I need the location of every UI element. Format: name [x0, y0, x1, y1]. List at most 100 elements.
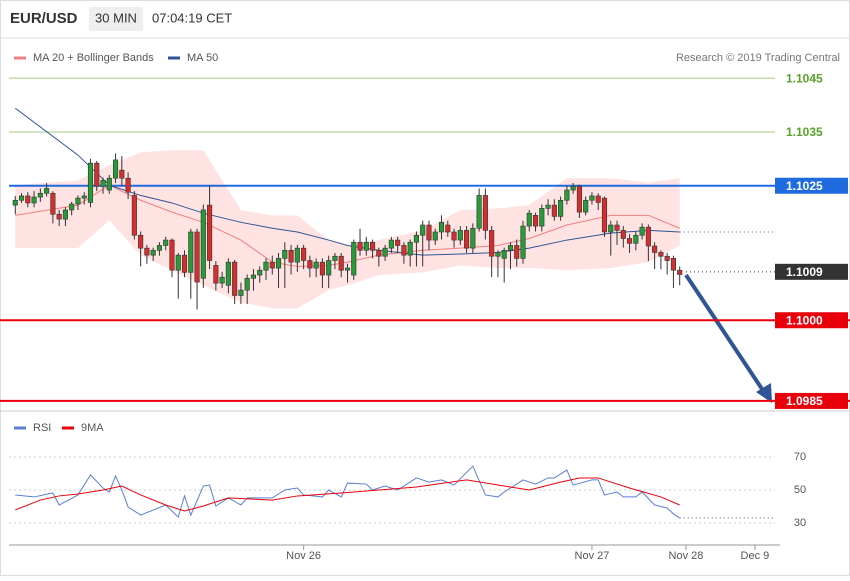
- candle-body: [608, 224, 614, 233]
- candle-body: [150, 249, 156, 256]
- candle-body: [420, 224, 426, 236]
- candle-body: [426, 224, 432, 241]
- candle-body: [200, 209, 206, 279]
- x-tick-label: Dec 9: [741, 550, 770, 562]
- candle-body: [664, 255, 670, 261]
- candle-body: [307, 260, 313, 269]
- candle-body: [395, 239, 401, 246]
- candle-body: [69, 203, 75, 211]
- level-label: 1.0985: [786, 394, 823, 408]
- moving-average: [14, 107, 680, 256]
- candle-body: [100, 180, 106, 187]
- candle-body: [119, 169, 125, 179]
- candle-body: [175, 254, 181, 271]
- candle-body: [62, 209, 68, 220]
- candle-body: [113, 159, 119, 179]
- candle-body: [87, 162, 94, 203]
- candle-body: [301, 247, 307, 261]
- candle-body: [507, 245, 514, 251]
- candle-body: [677, 269, 683, 275]
- y-tick-label: 70: [794, 451, 806, 463]
- candle-body: [627, 238, 633, 244]
- candle-body: [589, 195, 595, 201]
- candle-body: [37, 192, 43, 198]
- candle-body: [357, 241, 363, 251]
- candle-body: [501, 249, 507, 259]
- candle-body: [633, 234, 639, 244]
- candle-body: [269, 261, 275, 269]
- candle-body: [250, 274, 257, 279]
- candle-body: [495, 252, 501, 257]
- clock: 07:04:19 CET: [152, 10, 232, 25]
- candle-body: [564, 189, 570, 201]
- forecast-arrow: [684, 273, 766, 394]
- level-label-box: [775, 392, 848, 409]
- candle-body: [639, 226, 645, 236]
- candle-body: [351, 241, 357, 276]
- level-label: 1.1000: [786, 313, 823, 327]
- candle-body: [520, 225, 526, 259]
- candle-body: [595, 195, 601, 203]
- candle-body: [432, 231, 438, 241]
- candle-body: [131, 195, 137, 236]
- candle-body: [558, 199, 564, 217]
- legend-label: MA 50: [187, 52, 218, 64]
- interval: 30 MIN: [95, 10, 137, 25]
- level-label-box: [775, 312, 848, 329]
- candle-body: [614, 224, 620, 231]
- level-label: 1.1035: [786, 125, 823, 139]
- candle-body: [620, 230, 626, 239]
- candle-body: [169, 239, 175, 271]
- candle-body: [313, 261, 319, 269]
- price-panel: 1.1045 1.1035 1.1025 1.1009 1.1000 1.0985 MA 2…: [0, 52, 850, 409]
- candle-body: [257, 269, 263, 276]
- candle-body: [470, 227, 476, 249]
- symbol: EUR/USD: [10, 10, 78, 27]
- candle-body: [25, 195, 31, 204]
- level-label-box: [775, 177, 848, 194]
- candle-body: [457, 230, 463, 241]
- y-tick-label: 30: [794, 517, 806, 529]
- candle-body: [514, 245, 520, 259]
- candle-body: [652, 245, 658, 253]
- level-label: 1.1025: [786, 179, 823, 193]
- candle-body: [401, 245, 407, 256]
- candle-body: [144, 247, 150, 256]
- credit: Research © 2019 Trading Central: [676, 52, 840, 64]
- x-tick-label: Nov 27: [575, 550, 610, 562]
- candle-body: [464, 230, 470, 249]
- candle-body: [225, 261, 231, 286]
- candle-body: [125, 177, 131, 193]
- candle-body: [244, 277, 250, 291]
- forecast-arrow-head: [756, 383, 772, 403]
- level-label-box: [775, 263, 848, 280]
- candle-body: [583, 199, 589, 213]
- candle-body: [156, 245, 162, 251]
- candle-body: [207, 204, 213, 261]
- candle-body: [388, 239, 394, 249]
- candle-body: [94, 162, 100, 187]
- candle-body: [576, 185, 582, 213]
- candle-body: [188, 231, 194, 273]
- candle-body: [601, 197, 608, 233]
- candle-body: [532, 215, 539, 227]
- x-tick-label: Nov 26: [286, 550, 321, 562]
- candle-body: [319, 261, 325, 276]
- candle-body: [213, 265, 219, 284]
- candle-body: [275, 258, 282, 269]
- candle-body: [363, 241, 369, 251]
- candle-body: [138, 234, 144, 249]
- level-label: 1.1009: [786, 265, 823, 279]
- candle-body: [407, 241, 413, 256]
- candle-body: [288, 249, 294, 263]
- candle-body: [106, 177, 112, 191]
- candle-body: [31, 196, 37, 204]
- candle-body: [338, 255, 344, 271]
- x-tick-label: Nov 28: [669, 550, 704, 562]
- candle-body: [451, 231, 457, 241]
- candle-body: [181, 254, 188, 273]
- candle-body: [670, 258, 676, 271]
- moving-average: [15, 184, 680, 267]
- candle-body: [294, 247, 300, 263]
